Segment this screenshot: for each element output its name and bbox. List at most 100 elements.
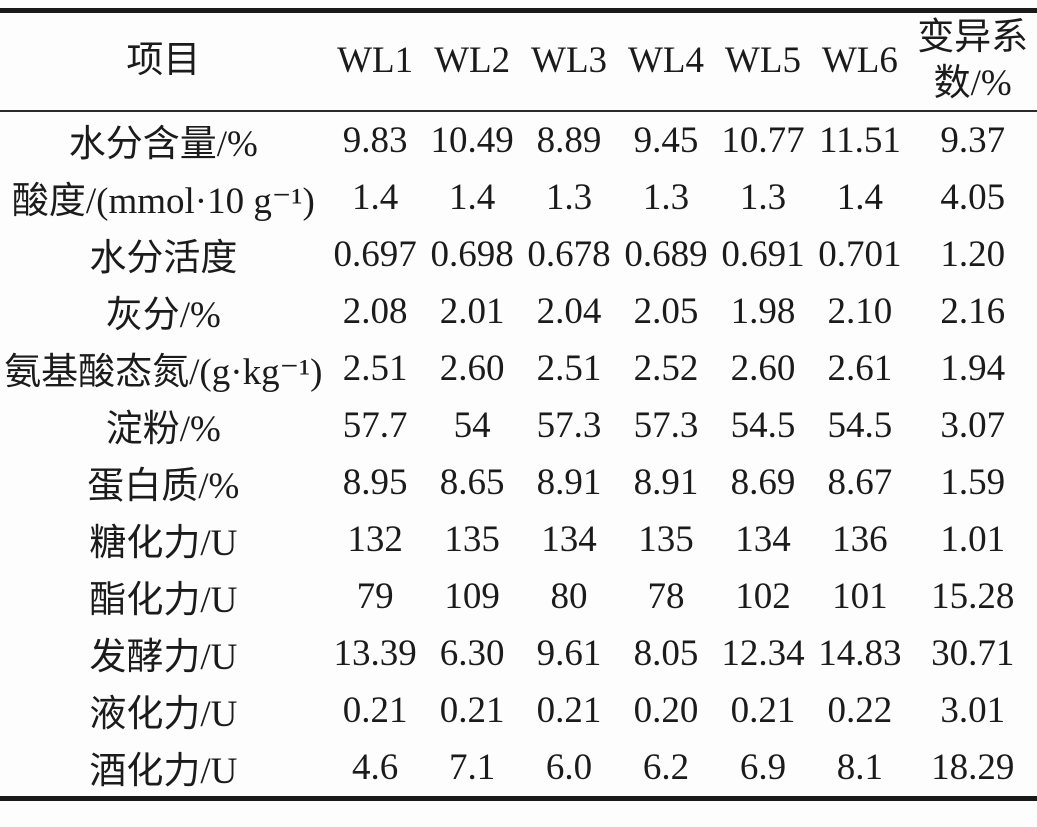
cell: 4.6	[352, 746, 399, 788]
cell: 1.4	[836, 176, 884, 218]
cell: 0.698	[430, 233, 514, 275]
cell: 4.05	[940, 176, 1006, 218]
cell: 9.61	[536, 632, 602, 674]
cell: 8.05	[633, 632, 699, 674]
cell: 0.21	[536, 689, 602, 731]
cell: 2.51	[536, 347, 602, 389]
table-row: 酒化力/U 4.6 7.1 6.0 6.2 6.9 8.1 18.29	[0, 739, 1037, 799]
cell: 57.7	[342, 404, 408, 446]
cell: 8.67	[827, 461, 893, 503]
cell: 15.28	[931, 575, 1015, 617]
cell: 0.697	[333, 233, 417, 275]
cell: 109	[444, 575, 500, 617]
cell: 6.30	[439, 632, 505, 674]
cell: 0.22	[827, 689, 893, 731]
properties-table: 项目 WL1 WL2 WL3 WL4 WL5 WL6 变异系数/% 水分含量/%…	[0, 8, 1037, 801]
cell: 8.91	[536, 461, 602, 503]
row-label: 液化力/U	[89, 694, 238, 735]
table-row: 蛋白质/% 8.95 8.65 8.91 8.91 8.69 8.67 1.59	[0, 454, 1037, 511]
row-label: 灰分/%	[105, 295, 221, 336]
row-label: 氨基酸态氮/(g·kg⁻¹)	[4, 352, 323, 393]
cell: 12.34	[721, 632, 805, 674]
cell: 0.701	[818, 233, 902, 275]
cell: 2.51	[342, 347, 408, 389]
cell: 132	[347, 518, 403, 560]
column-header-wl5: WL5	[714, 10, 812, 112]
cell: 30.71	[931, 632, 1015, 674]
cell: 0.689	[624, 233, 708, 275]
cell: 18.29	[931, 746, 1015, 788]
cell: 1.4	[448, 176, 496, 218]
column-header-wl4: WL4	[617, 10, 715, 112]
column-header-item: 项目	[0, 10, 327, 112]
row-label: 水分活度	[89, 238, 238, 279]
cell: 8.91	[633, 461, 699, 503]
row-label: 水分含量/%	[68, 124, 258, 165]
cell: 134	[735, 518, 791, 560]
cell: 1.3	[642, 176, 690, 218]
cell: 1.98	[730, 290, 796, 332]
cell: 2.60	[439, 347, 505, 389]
column-header-wl3: WL3	[520, 10, 618, 112]
cell: 1.20	[940, 233, 1006, 275]
cell: 13.39	[333, 632, 417, 674]
cell: 1.01	[940, 518, 1006, 560]
row-label: 酸度/(mmol·10 g⁻¹)	[11, 181, 315, 222]
cell: 8.69	[730, 461, 796, 503]
column-header-wl1: WL1	[326, 10, 424, 112]
table-row: 灰分/% 2.08 2.01 2.04 2.05 1.98 2.10 2.16	[0, 283, 1037, 340]
cell: 1.59	[940, 461, 1006, 503]
cell: 135	[638, 518, 694, 560]
table-row: 糖化力/U 132 135 134 135 134 136 1.01	[0, 511, 1037, 568]
cell: 2.08	[342, 290, 408, 332]
cell: 80	[550, 575, 588, 617]
cell: 2.52	[633, 347, 699, 389]
table-row: 水分含量/% 9.83 10.49 8.89 9.45 10.77 11.51 …	[0, 111, 1037, 169]
cell: 57.3	[633, 404, 699, 446]
column-header-wl6: WL6	[811, 10, 909, 112]
cell: 2.05	[633, 290, 699, 332]
cell: 3.01	[940, 689, 1006, 731]
column-header-cv: 变异系数/%	[908, 10, 1037, 112]
cell: 1.3	[739, 176, 787, 218]
cell: 9.37	[940, 119, 1006, 161]
cell: 10.49	[430, 119, 514, 161]
cell: 0.678	[527, 233, 611, 275]
cell: 8.89	[536, 119, 602, 161]
header-row: 项目 WL1 WL2 WL3 WL4 WL5 WL6 变异系数/%	[0, 10, 1037, 112]
row-label: 发酵力/U	[89, 637, 238, 678]
cell: 2.60	[730, 347, 796, 389]
table-row: 液化力/U 0.21 0.21 0.21 0.20 0.21 0.22 3.01	[0, 682, 1037, 739]
row-label: 糖化力/U	[89, 523, 238, 564]
cell: 14.83	[818, 632, 902, 674]
cell: 6.2	[642, 746, 690, 788]
cell: 0.20	[633, 689, 699, 731]
cell: 2.01	[439, 290, 505, 332]
cell: 6.0	[545, 746, 593, 788]
cell: 3.07	[940, 404, 1006, 446]
cell: 9.45	[633, 119, 699, 161]
cell: 2.61	[827, 347, 893, 389]
cell: 8.95	[342, 461, 408, 503]
cell: 11.51	[818, 119, 901, 161]
cell: 54.5	[827, 404, 893, 446]
column-header-wl2: WL2	[423, 10, 521, 112]
cell: 6.9	[739, 746, 787, 788]
cell: 2.04	[536, 290, 602, 332]
table-row: 氨基酸态氮/(g·kg⁻¹) 2.51 2.60 2.51 2.52 2.60 …	[0, 340, 1037, 397]
cell: 1.4	[352, 176, 399, 218]
cell: 102	[735, 575, 791, 617]
cell: 101	[832, 575, 888, 617]
cell: 10.77	[721, 119, 805, 161]
cell: 134	[541, 518, 597, 560]
row-label: 酯化力/U	[89, 580, 238, 621]
table-row: 发酵力/U 13.39 6.30 9.61 8.05 12.34 14.83 3…	[0, 625, 1037, 682]
cell: 78	[647, 575, 685, 617]
cell: 7.1	[448, 746, 496, 788]
cell: 79	[356, 575, 394, 617]
cell: 0.21	[342, 689, 408, 731]
cell: 1.94	[940, 347, 1006, 389]
cell: 0.21	[439, 689, 505, 731]
cell: 0.691	[721, 233, 805, 275]
table-container: 项目 WL1 WL2 WL3 WL4 WL5 WL6 变异系数/% 水分含量/%…	[0, 8, 1037, 801]
